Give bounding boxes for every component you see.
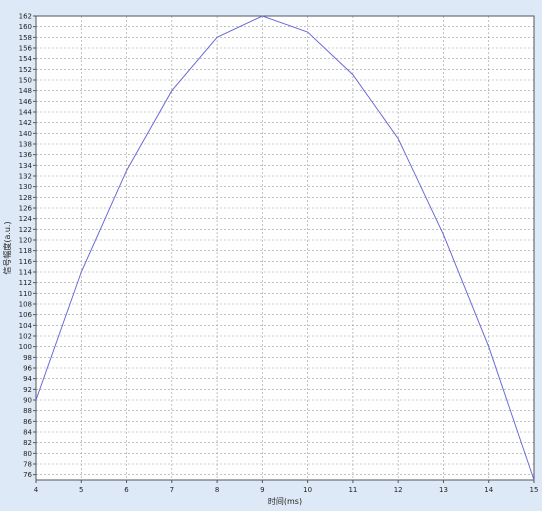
y-tick-label: 106 bbox=[19, 311, 33, 319]
y-tick-label: 102 bbox=[19, 333, 32, 341]
y-tick-label: 98 bbox=[23, 354, 32, 362]
y-tick-label: 82 bbox=[23, 439, 32, 447]
y-tick-label: 134 bbox=[19, 162, 33, 170]
y-tick-label: 110 bbox=[19, 290, 32, 298]
y-tick-label: 158 bbox=[19, 34, 32, 42]
y-tick-label: 154 bbox=[19, 55, 33, 63]
y-tick-label: 128 bbox=[19, 194, 32, 202]
y-tick-label: 80 bbox=[23, 450, 32, 458]
y-tick-label: 120 bbox=[19, 237, 32, 245]
y-tick-label: 116 bbox=[19, 258, 33, 266]
y-tick-label: 152 bbox=[19, 66, 32, 74]
series-line bbox=[35, 15, 535, 481]
y-tick-label: 156 bbox=[19, 45, 33, 53]
y-tick-label: 108 bbox=[19, 301, 32, 309]
plot-area bbox=[36, 16, 534, 480]
y-tick-label: 136 bbox=[19, 151, 33, 159]
y-tick-label: 84 bbox=[23, 429, 32, 437]
y-tick-label: 124 bbox=[19, 215, 33, 223]
x-tick-label: 4 bbox=[34, 486, 39, 494]
y-tick-label: 94 bbox=[23, 375, 32, 383]
y-tick-label: 140 bbox=[19, 130, 32, 138]
y-tick-label: 160 bbox=[19, 23, 32, 31]
y-tick-label: 162 bbox=[19, 13, 32, 21]
x-tick-label: 15 bbox=[530, 486, 539, 494]
x-tick-label: 11 bbox=[348, 486, 357, 494]
y-tick-label: 146 bbox=[19, 98, 33, 106]
y-tick-label: 148 bbox=[19, 87, 32, 95]
y-axis-ticks: 76 78 80 82 84 86 88 90 92 94 96 98 100 102 104 106 108 1… bbox=[19, 13, 36, 479]
x-axis-title: 时间(ms) bbox=[268, 496, 302, 506]
x-tick-label: 6 bbox=[124, 486, 129, 494]
x-tick-label: 14 bbox=[484, 486, 493, 494]
y-tick-label: 132 bbox=[19, 173, 32, 181]
y-tick-label: 112 bbox=[19, 279, 32, 287]
x-tick-label: 10 bbox=[303, 486, 312, 494]
y-tick-label: 88 bbox=[23, 407, 32, 415]
x-tick-label: 5 bbox=[79, 486, 83, 494]
y-tick-label: 126 bbox=[19, 205, 33, 213]
x-tick-label: 13 bbox=[439, 486, 448, 494]
y-tick-label: 122 bbox=[19, 226, 32, 234]
y-tick-label: 104 bbox=[19, 322, 33, 330]
x-tick-label: 8 bbox=[215, 486, 219, 494]
y-tick-label: 118 bbox=[19, 247, 32, 255]
y-tick-label: 100 bbox=[19, 343, 32, 351]
y-tick-label: 96 bbox=[23, 365, 32, 373]
y-tick-label: 92 bbox=[23, 386, 32, 394]
y-tick-label: 78 bbox=[23, 461, 32, 469]
x-axis-ticks: 4 5 6 7 8 9 10 11 12 13 14 15 bbox=[34, 480, 539, 494]
x-tick-label: 9 bbox=[260, 486, 264, 494]
y-axis-title: 信号幅度(a.u.) bbox=[2, 221, 12, 274]
y-tick-label: 114 bbox=[19, 269, 33, 277]
x-tick-label: 12 bbox=[394, 486, 403, 494]
y-tick-label: 90 bbox=[23, 397, 32, 405]
y-tick-label: 86 bbox=[23, 418, 32, 426]
y-tick-label: 130 bbox=[19, 183, 32, 191]
y-tick-label: 150 bbox=[19, 77, 32, 85]
y-tick-label: 76 bbox=[23, 471, 32, 479]
y-tick-label: 144 bbox=[19, 109, 33, 117]
y-tick-label: 138 bbox=[19, 141, 32, 149]
x-tick-label: 7 bbox=[170, 486, 174, 494]
y-tick-label: 142 bbox=[19, 119, 32, 127]
plot-frame bbox=[35, 15, 535, 481]
